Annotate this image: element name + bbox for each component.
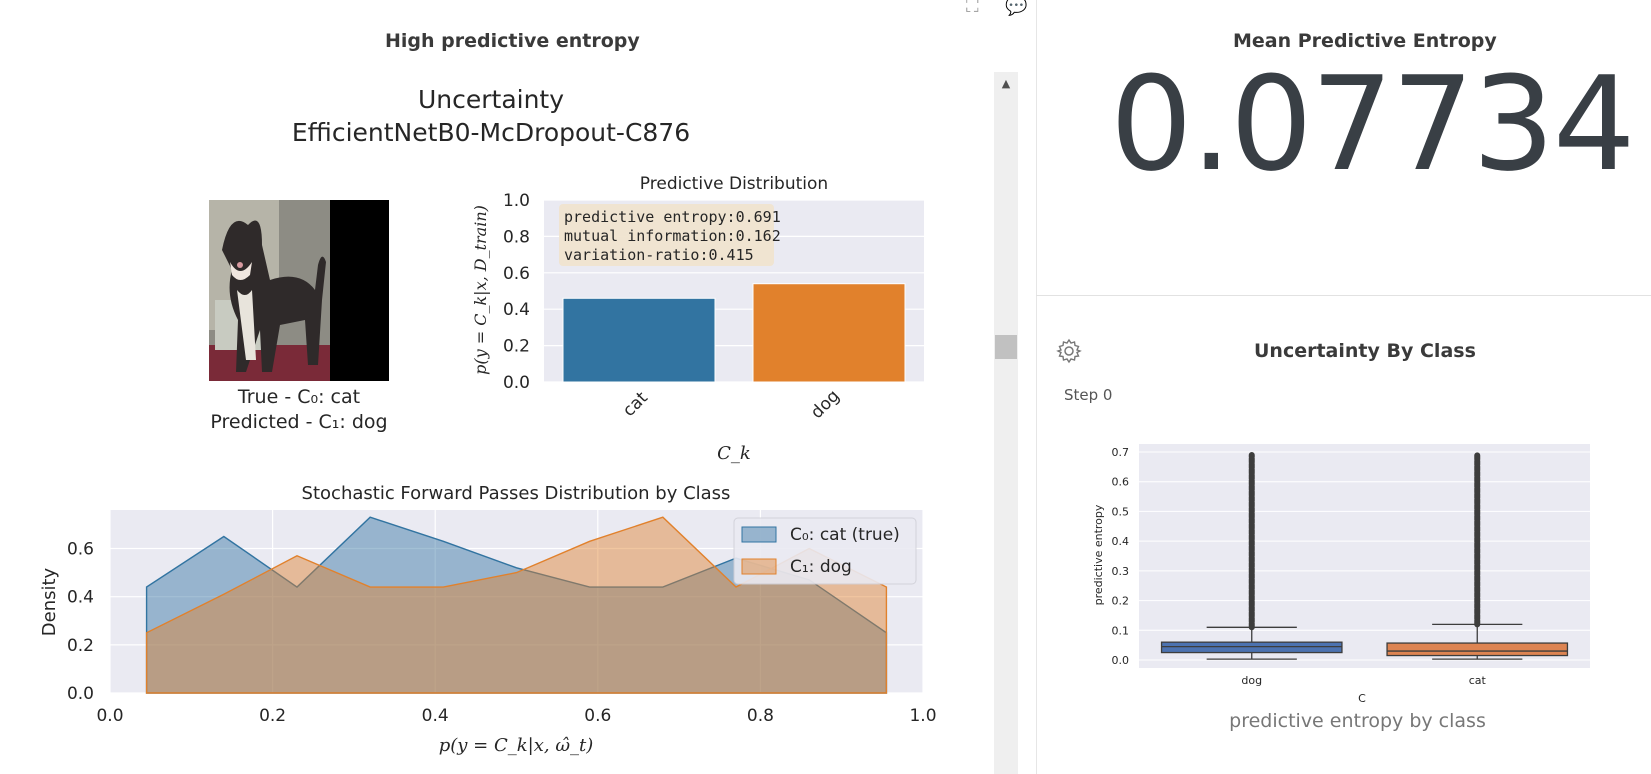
- y-tick-label: 0.8: [503, 227, 530, 247]
- metric-title: Mean Predictive Entropy: [1233, 30, 1497, 52]
- legend-label: C₁: dog: [790, 557, 852, 577]
- chart-caption: predictive entropy by class: [1229, 710, 1486, 732]
- y-axis-label: p(y = C_k|x, D_train): [471, 205, 490, 375]
- x-axis-label: C_k: [717, 443, 751, 464]
- x-tick-label: 0.2: [259, 706, 286, 726]
- y-tick-label: 0.0: [503, 373, 530, 393]
- figure-title-line1: Uncertainty: [418, 85, 564, 114]
- annotation-box: [559, 204, 774, 266]
- y-tick-label: 0.6: [67, 540, 94, 560]
- image-caption-predicted: Predicted - C₁: dog: [210, 411, 387, 433]
- chart-title: Stochastic Forward Passes Distribution b…: [302, 483, 731, 504]
- comment-icon[interactable]: 💬: [1005, 0, 1028, 17]
- annotation-line: variation-ratio:0.415: [564, 246, 754, 264]
- x-axis-label: p(y = C_k|x, ω̂_t): [439, 735, 594, 756]
- scroll-up-icon[interactable]: ▲: [1001, 76, 1011, 90]
- x-tick-label: 0.0: [96, 706, 123, 726]
- scrollbar-thumb[interactable]: [995, 335, 1017, 359]
- chart-title: Uncertainty By Class: [1254, 340, 1476, 362]
- y-tick-label: 0.2: [67, 636, 94, 656]
- metric-value: 0.07734: [1110, 48, 1636, 200]
- area-series-0: [145, 516, 888, 694]
- forward-passes-chart: Stochastic Forward Passes Distribution b…: [39, 483, 937, 756]
- x-tick-label: 0.4: [422, 706, 449, 726]
- chart-title: Predictive Distribution: [640, 174, 828, 194]
- y-tick-label: 0.4: [503, 300, 530, 320]
- step-label: Step 0: [1064, 386, 1113, 404]
- x-tick-label: dog: [807, 386, 844, 423]
- predictive-distribution-chart: Predictive Distribution 0.0 0.2 0.4 0.6 0.8 1…: [471, 174, 924, 464]
- x-tick-label: cat: [619, 388, 652, 421]
- x-tick-label: 0.8: [747, 706, 774, 726]
- legend-swatch: [741, 526, 777, 543]
- y-tick-label: 0.6: [503, 264, 530, 284]
- y-tick-label: 0.2: [503, 337, 530, 357]
- legend: C₀: cat (true) C₁: dog: [733, 517, 917, 585]
- uncertainty-figure: Uncertainty EfficientNetB0-McDropout-C87…: [39, 85, 937, 756]
- bar-cat: [562, 297, 716, 383]
- divider: [1036, 295, 1651, 296]
- bar-dog: [752, 283, 906, 383]
- y-tick-label: 0.0: [67, 684, 94, 704]
- y-tick-label: 1.0: [503, 191, 530, 211]
- y-axis-label: Density: [39, 567, 60, 636]
- x-tick-label: 1.0: [909, 706, 936, 726]
- x-tick-label: 0.6: [584, 706, 611, 726]
- figure-title-line2: EfficientNetB0-McDropout-C876: [292, 118, 690, 147]
- legend-label: C₀: cat (true): [790, 525, 900, 545]
- scrollbar[interactable]: [994, 72, 1018, 774]
- y-tick-label: 0.4: [67, 588, 94, 608]
- annotation-line: predictive entropy:0.691: [564, 208, 781, 226]
- expand-icon[interactable]: ⛶: [966, 0, 979, 17]
- image-caption-true: True - C₀: cat: [237, 386, 360, 408]
- legend-swatch: [741, 558, 777, 575]
- annotation-line: mutual information:0.162: [564, 227, 781, 245]
- sample-image: [209, 200, 389, 381]
- gear-icon[interactable]: [1056, 338, 1082, 364]
- panel-title: High predictive entropy: [385, 30, 640, 52]
